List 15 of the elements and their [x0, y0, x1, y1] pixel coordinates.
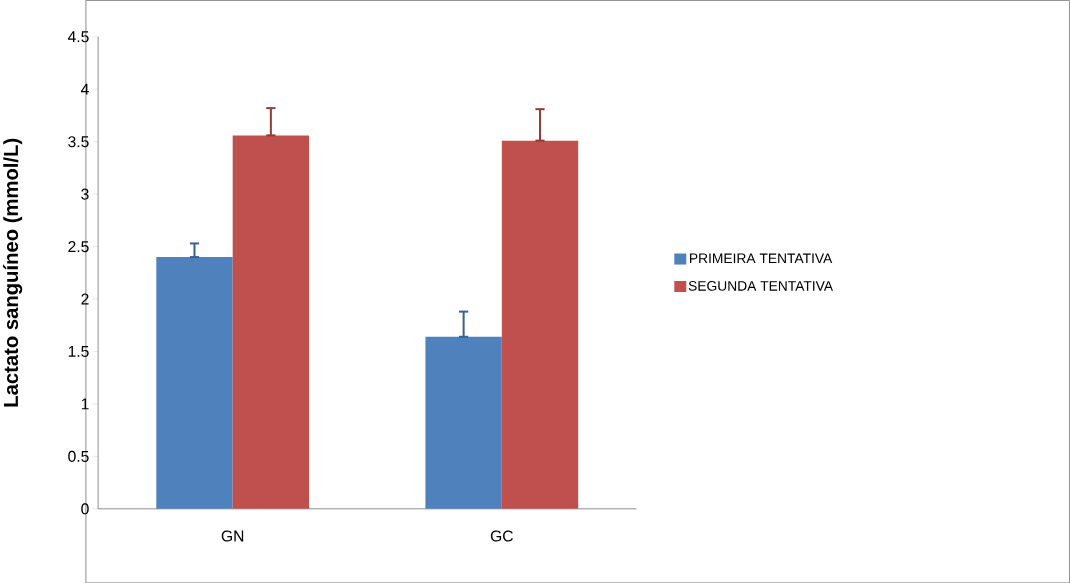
- x-tick-label: GC: [490, 530, 513, 542]
- y-tick-label: 1: [81, 398, 89, 410]
- x-tick-label: GN: [221, 530, 244, 542]
- y-tick-label: 0.5: [68, 450, 89, 462]
- y-tick-label: 3.5: [68, 135, 89, 148]
- y-tick-label: 4.5: [67, 31, 89, 43]
- legend-label: SEGUNDA TENTATIVA: [688, 280, 834, 291]
- y-tick-label: 2: [81, 293, 89, 305]
- legend-label: PRIMEIRA TENTATIVA: [690, 253, 833, 263]
- y-axis-title: Lactato sanguíneo (mmol/L): [3, 138, 23, 407]
- y-tick-label: 1.5: [68, 345, 89, 357]
- y-tick-label: 2.5: [68, 240, 89, 252]
- y-tick-label: 0: [81, 503, 89, 515]
- y-tick-label: 3: [81, 188, 89, 200]
- y-tick-label: 4: [81, 83, 89, 95]
